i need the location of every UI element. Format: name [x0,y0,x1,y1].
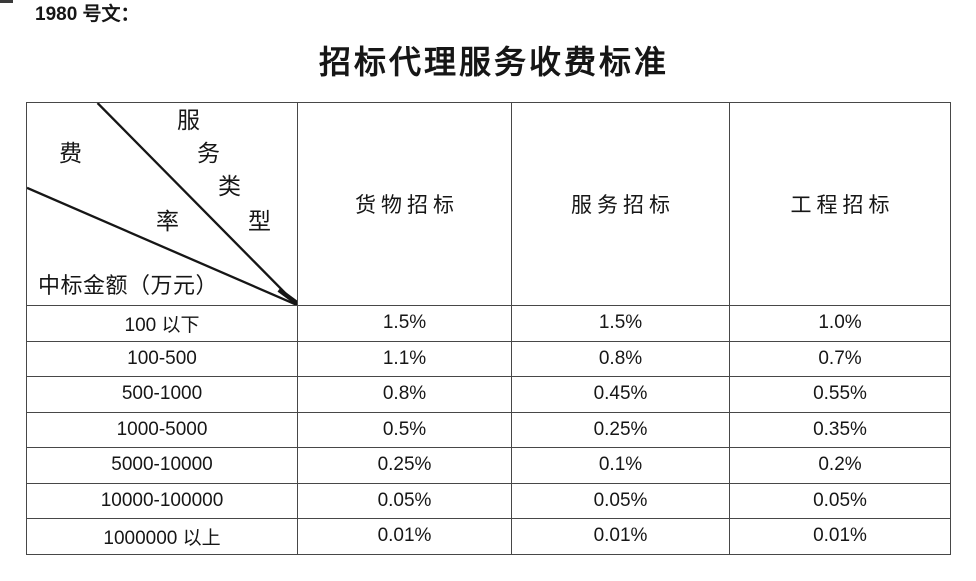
diagonal-divider-lines [27,103,297,305]
corner-label-rate-char: 率 [156,209,179,234]
rate-cell: 0.55% [729,376,951,413]
corner-label-service-type-char: 类 [218,174,241,199]
rate-cell: 0.05% [729,482,951,519]
amount-range-cell: 10000-100000 [26,482,298,519]
table-row: 100 以下 1.5% 1.5% 1.0% [26,305,951,342]
amount-range-cell: 1000000 以上 [26,518,298,555]
table-row: 1000000 以上 0.01% 0.01% 0.01% [26,518,951,555]
corner-label-amount: 中标金额（万元） [38,273,219,298]
rate-cell: 1.0% [729,305,951,342]
scan-edge-artifact [0,0,13,3]
rate-cell: 0.5% [297,411,512,448]
table-row: 10000-100000 0.05% 0.05% 0.05% [26,482,951,519]
table-header-row: 服 务 类 型 费 率 中标金额（万元） 货物招标 服务招标 工程招标 [26,102,951,306]
corner-label-rate-char: 费 [59,141,82,166]
table-row: 500-1000 0.8% 0.45% 0.55% [26,376,951,413]
rate-cell: 1.5% [297,305,512,342]
rate-cell: 0.25% [297,447,512,484]
rate-cell: 0.8% [297,376,512,413]
column-header-engineering: 工程招标 [729,102,951,306]
table-row: 5000-10000 0.25% 0.1% 0.2% [26,447,951,484]
table-row: 1000-5000 0.5% 0.25% 0.35% [26,411,951,448]
rate-cell: 0.8% [511,340,730,377]
rate-cell: 0.2% [729,447,951,484]
rate-cell: 0.7% [729,340,951,377]
corner-label-service-type-char: 服 [177,108,200,133]
rate-cell: 0.1% [511,447,730,484]
page-title: 招标代理服务收费标准 [318,44,669,80]
amount-range-cell: 100 以下 [26,305,298,342]
amount-range-cell: 5000-10000 [26,447,298,484]
doc-reference: 1980 号文： [35,4,140,25]
rate-cell: 0.01% [729,518,951,555]
rate-cell: 0.01% [511,518,730,555]
rate-cell: 0.25% [511,411,730,448]
column-header-goods: 货物招标 [297,102,512,306]
table-row: 100-500 1.1% 0.8% 0.7% [26,340,951,377]
table-corner-cell: 服 务 类 型 费 率 中标金额（万元） [26,102,298,306]
corner-label-service-type-char: 务 [197,141,220,166]
rate-cell: 0.05% [511,482,730,519]
fee-standard-table: 服 务 类 型 费 率 中标金额（万元） 货物招标 服务招标 工程招标 100 … [26,102,951,555]
rate-cell: 1.1% [297,340,512,377]
rate-cell: 0.01% [297,518,512,555]
rate-cell: 0.45% [511,376,730,413]
corner-label-service-type-char: 型 [248,209,271,234]
amount-range-cell: 100-500 [26,340,298,377]
amount-range-cell: 1000-5000 [26,411,298,448]
rate-cell: 0.35% [729,411,951,448]
rate-cell: 0.05% [297,482,512,519]
rate-cell: 1.5% [511,305,730,342]
column-header-services: 服务招标 [511,102,730,306]
amount-range-cell: 500-1000 [26,376,298,413]
